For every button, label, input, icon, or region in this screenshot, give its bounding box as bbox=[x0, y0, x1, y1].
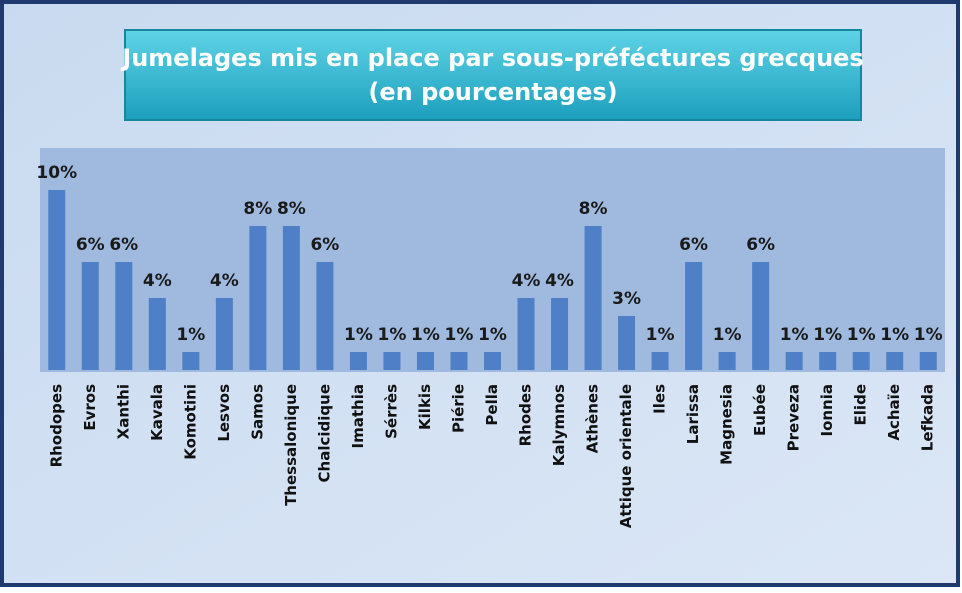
value-label: 1% bbox=[847, 325, 876, 345]
x-tick-label: Magnesia bbox=[718, 384, 736, 465]
value-label: 6% bbox=[679, 235, 708, 255]
x-tick-label: Attique orientale bbox=[617, 384, 635, 528]
value-label: 6% bbox=[76, 235, 105, 255]
x-tick-label: Xanthi bbox=[114, 384, 132, 439]
value-label: 1% bbox=[646, 325, 675, 345]
value-label: 3% bbox=[612, 289, 641, 309]
bar bbox=[685, 262, 703, 370]
bar bbox=[215, 298, 233, 370]
bar bbox=[584, 226, 602, 370]
bar bbox=[785, 352, 803, 370]
bar bbox=[752, 262, 770, 370]
value-label: 4% bbox=[210, 271, 239, 291]
x-tick-label: Piérie bbox=[449, 384, 467, 433]
plot-area bbox=[40, 148, 945, 372]
x-tick-label: Chalcidique bbox=[315, 384, 333, 482]
bar bbox=[282, 226, 300, 370]
bar bbox=[81, 262, 99, 370]
bar bbox=[718, 352, 736, 370]
x-tick-label: Komotini bbox=[181, 384, 199, 460]
value-label: 1% bbox=[780, 325, 809, 345]
x-tick-label: Rhodopes bbox=[47, 384, 65, 467]
x-tick-label: Kavala bbox=[148, 384, 166, 441]
chart-subtitle: (en pourcentages) bbox=[368, 78, 617, 106]
value-label: 6% bbox=[310, 235, 339, 255]
bar bbox=[886, 352, 904, 370]
value-label: 8% bbox=[243, 199, 272, 219]
bar bbox=[115, 262, 133, 370]
bar bbox=[182, 352, 200, 370]
bar bbox=[48, 190, 66, 370]
x-tick-label: Lesvos bbox=[215, 384, 233, 442]
bar bbox=[316, 262, 334, 370]
bar bbox=[416, 352, 434, 370]
bar bbox=[349, 352, 367, 370]
x-tick-label: Samos bbox=[248, 384, 266, 440]
bar bbox=[517, 298, 535, 370]
value-label: 6% bbox=[109, 235, 138, 255]
x-tick-label: Thessalonique bbox=[282, 384, 300, 506]
value-label: 1% bbox=[880, 325, 909, 345]
bar bbox=[450, 352, 468, 370]
value-label: 1% bbox=[445, 325, 474, 345]
bar bbox=[852, 352, 870, 370]
x-tick-label: Athènes bbox=[584, 384, 602, 453]
x-tick-label: Evros bbox=[81, 384, 99, 431]
value-label: 1% bbox=[813, 325, 842, 345]
bar bbox=[819, 352, 837, 370]
value-label: 1% bbox=[176, 325, 205, 345]
bar bbox=[249, 226, 267, 370]
bar bbox=[383, 352, 401, 370]
x-tick-label: Pella bbox=[483, 384, 501, 426]
value-label: 8% bbox=[579, 199, 608, 219]
value-label: 4% bbox=[143, 271, 172, 291]
x-tick-label: Ionnia bbox=[818, 384, 836, 437]
bar bbox=[484, 352, 501, 370]
value-label: 1% bbox=[713, 325, 742, 345]
x-tick-label: Kalymnos bbox=[550, 384, 568, 466]
x-tick-label: Larissa bbox=[684, 384, 702, 444]
bar bbox=[618, 316, 636, 370]
x-tick-label: Achaïe bbox=[885, 384, 903, 441]
title-box bbox=[124, 29, 862, 121]
value-label: 1% bbox=[411, 325, 440, 345]
bar bbox=[651, 352, 669, 370]
x-tick-label: Lefkada bbox=[919, 384, 937, 451]
value-label: 1% bbox=[344, 325, 373, 345]
bar bbox=[551, 298, 569, 370]
value-label: 4% bbox=[512, 271, 541, 291]
value-label: 6% bbox=[746, 235, 775, 255]
x-tick-label: Elide bbox=[852, 384, 870, 425]
x-tick-label: Eubée bbox=[751, 384, 769, 436]
x-tick-label: Rhodes bbox=[517, 384, 535, 446]
x-tick-label: Kilkis bbox=[416, 384, 434, 430]
x-tick-label: Iles bbox=[651, 384, 669, 414]
value-label: 1% bbox=[378, 325, 407, 345]
x-tick-label: Imathia bbox=[349, 384, 367, 448]
x-tick-label: Sérrès bbox=[382, 384, 400, 439]
x-tick-label: Preveza bbox=[785, 384, 803, 451]
value-label: 1% bbox=[478, 325, 507, 345]
value-label: 8% bbox=[277, 199, 306, 219]
value-label: 4% bbox=[545, 271, 574, 291]
bar bbox=[919, 352, 937, 370]
value-label: 10% bbox=[36, 163, 77, 183]
bar bbox=[148, 298, 166, 370]
value-label: 1% bbox=[914, 325, 943, 345]
chart-title: Jumelages mis en place par sous-préféctu… bbox=[120, 44, 863, 72]
